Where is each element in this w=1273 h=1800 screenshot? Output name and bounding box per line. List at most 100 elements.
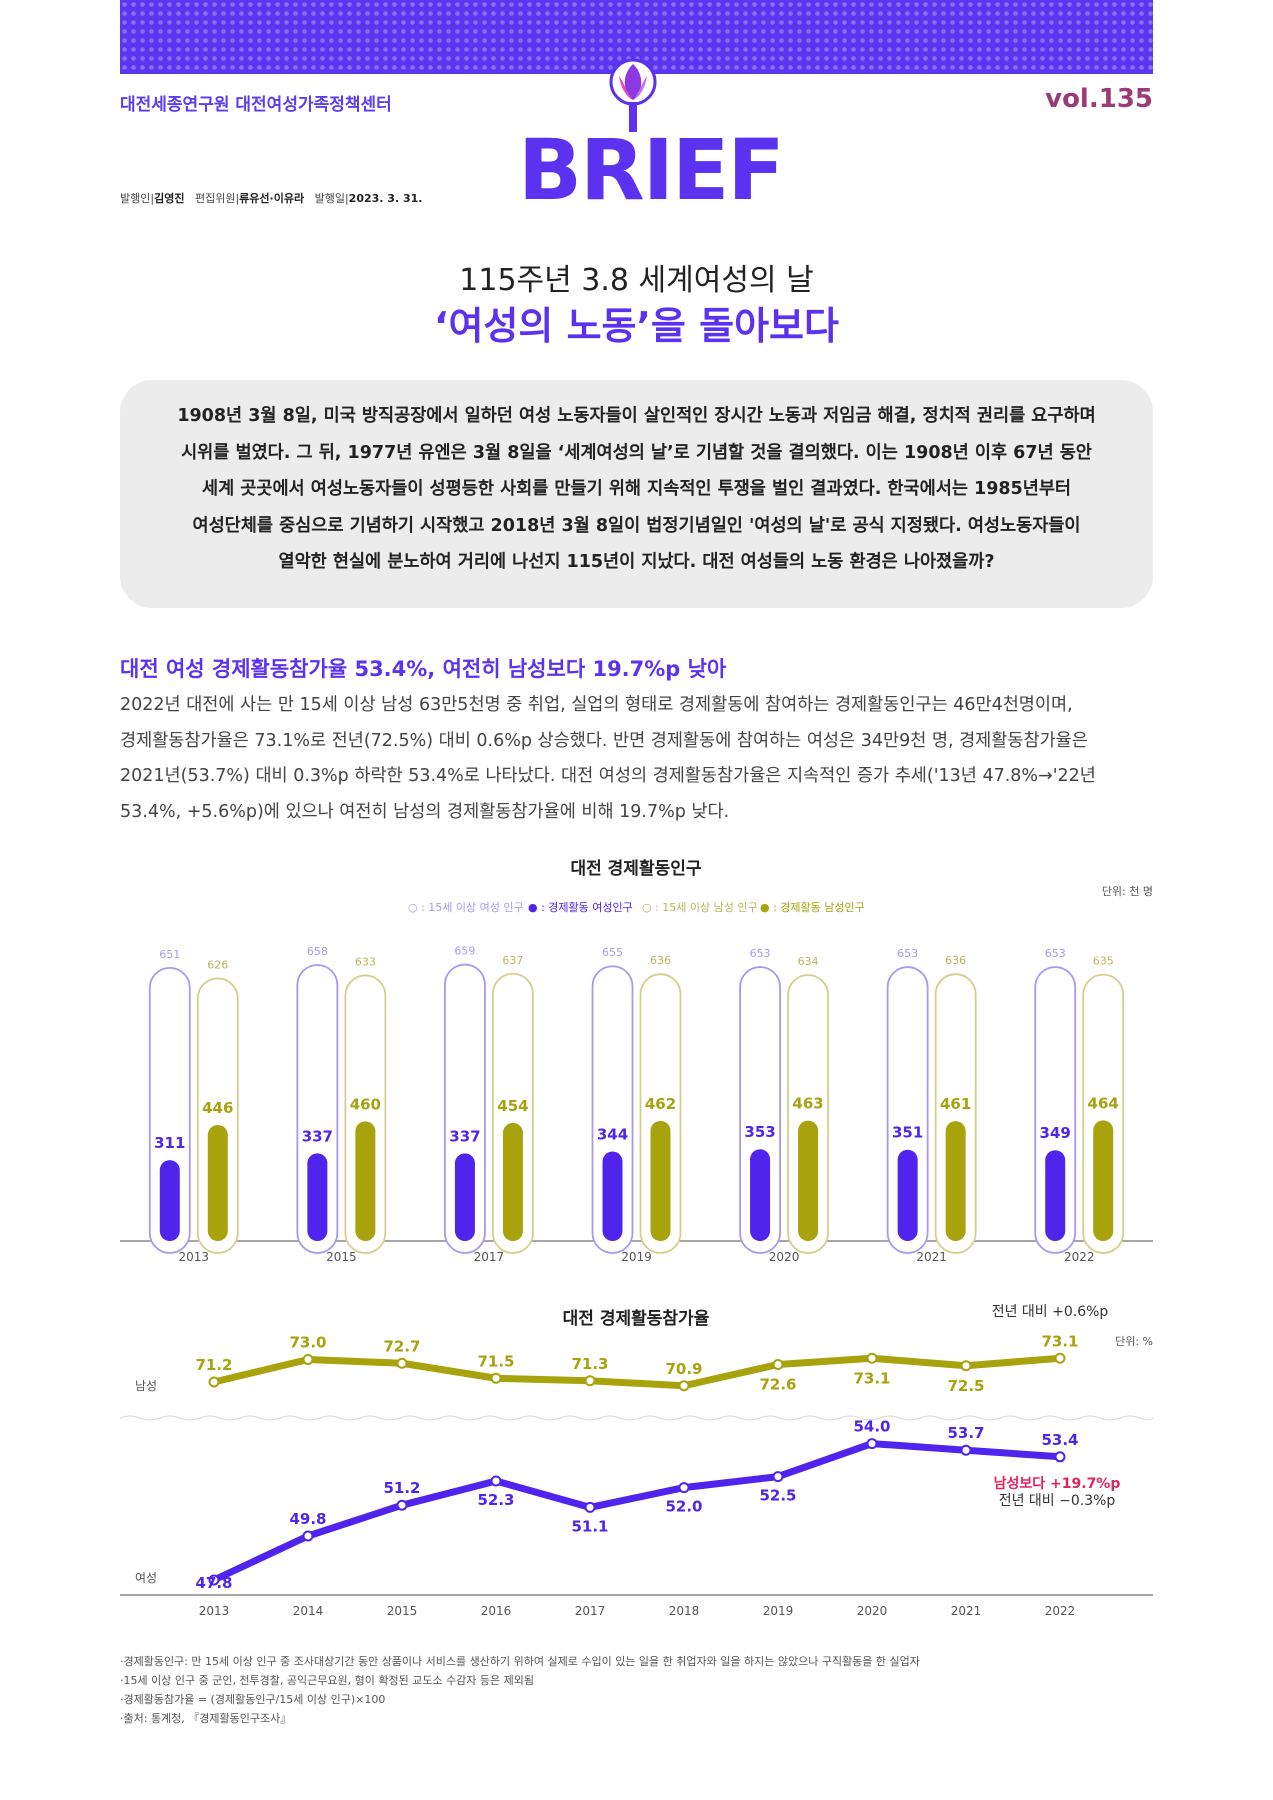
female-population-label: 653 — [750, 947, 771, 960]
female-change-annotation: 전년 대비 −0.3%p — [999, 1493, 1116, 1509]
female-active-label: 353 — [744, 1123, 775, 1141]
female-value-label: 51.2 — [383, 1479, 420, 1497]
female-point — [584, 1501, 596, 1513]
male-population-label: 637 — [502, 954, 523, 967]
male-population-label: 633 — [355, 955, 376, 968]
intro-line: 열악한 현실에 분노하여 거리에 나선지 115년이 지났다. 대전 여성들의 … — [278, 552, 995, 572]
male-active-label: 446 — [202, 1099, 233, 1117]
female-series-label: 여성 — [135, 1571, 157, 1585]
male-point — [678, 1380, 690, 1392]
male-active-bar — [798, 1120, 819, 1241]
female-active-bar — [159, 1160, 180, 1241]
female-active-bar — [602, 1151, 623, 1241]
male-value-label: 73.1 — [1041, 1332, 1078, 1350]
intro-line: 시위를 벌였다. 그 뒤, 1977년 유엔은 3월 8일을 ‘세계여성의 날’… — [181, 442, 1092, 463]
intro-line: 여성단체를 중심으로 기념하기 시작했고 2018년 3월 8일이 법정기념일인… — [192, 515, 1081, 536]
organization-name: 대전세종연구원 대전여성가족정책센터 — [120, 95, 392, 115]
male-point — [1054, 1352, 1066, 1364]
male-active-label: 454 — [497, 1097, 528, 1115]
line-marks-group: 71.2 73.0 72.7 71.5 71.3 70.9 72.6 73.1 72.5 73.1… — [195, 1332, 1078, 1618]
legend-item: ● : 경제활동 여성인구 — [528, 900, 633, 914]
title-line-1: 115주년 3.8 세계여성의 날 — [459, 263, 814, 298]
legend-item: ○ : 15세 이상 남성 인구 — [642, 901, 758, 914]
bar-x-tick-label: 2020 — [769, 1250, 800, 1264]
publication-meta: 발행인|김영진 편집위원|류유선·이유라 발행일|2023. 3. 31. — [120, 192, 423, 205]
bar-chart-unit: 단위: 천 명 — [1102, 884, 1153, 898]
line-chart-unit: 단위: % — [1115, 1335, 1153, 1348]
female-population-label: 659 — [454, 945, 475, 958]
line-x-tick-label: 2014 — [293, 1604, 324, 1618]
legend-item: ● : 경제활동 남성인구 — [760, 900, 865, 914]
female-point — [866, 1438, 878, 1450]
section-body: 2022년 대전에 사는 만 15세 이상 남성 63만5천명 중 취업, 실업… — [120, 688, 1160, 830]
male-value-label: 70.9 — [665, 1360, 702, 1378]
male-active-bar — [355, 1121, 376, 1241]
bar-chart-legend: ○ : 15세 이상 여성 인구 ● : 경제활동 여성인구 ○ : 15세 이… — [408, 900, 865, 914]
line-x-tick-label: 2013 — [199, 1604, 230, 1618]
male-point — [772, 1359, 784, 1370]
bar-x-tick-label: 2017 — [474, 1250, 505, 1264]
male-point — [302, 1354, 314, 1365]
female-active-label: 344 — [597, 1126, 628, 1144]
bar-x-tick-label: 2013 — [179, 1250, 210, 1264]
female-value-label: 52.0 — [665, 1498, 702, 1516]
female-value-label: 49.8 — [289, 1510, 326, 1528]
female-population-label: 658 — [307, 945, 328, 958]
male-active-label: 462 — [645, 1095, 676, 1113]
line-x-tick-label: 2021 — [951, 1604, 982, 1618]
title-line-2: ‘여성의 노동’을 돌아보다 — [434, 304, 839, 348]
male-point — [584, 1375, 596, 1387]
body-line: 2022년 대전에 사는 만 15세 이상 남성 63만5천명 중 취업, 실업… — [120, 695, 1073, 715]
male-population-label: 635 — [1093, 955, 1114, 968]
bar-chart-title: 대전 경제활동인구 — [570, 858, 701, 879]
female-point — [1054, 1451, 1066, 1463]
male-population-label: 636 — [945, 954, 966, 967]
male-value-label: 72.6 — [759, 1376, 796, 1394]
female-active-bar — [454, 1153, 475, 1241]
male-active-bar — [1093, 1120, 1114, 1241]
line-x-tick-label: 2022 — [1045, 1604, 1076, 1618]
female-active-bar — [1045, 1150, 1066, 1241]
bar-x-tick-label: 2019 — [621, 1250, 652, 1264]
male-point — [208, 1376, 220, 1388]
volume-number: vol.135 — [1045, 84, 1153, 114]
male-active-bar — [945, 1121, 966, 1241]
female-value-label: 52.5 — [759, 1487, 796, 1505]
brief-logo: BRIEF — [518, 40, 785, 212]
female-active-label: 351 — [892, 1124, 923, 1142]
female-population-label: 653 — [897, 947, 918, 960]
line-x-tick-label: 2017 — [575, 1604, 606, 1618]
male-active-bar — [502, 1122, 523, 1241]
male-value-label: 73.0 — [289, 1334, 326, 1352]
male-active-label: 464 — [1088, 1094, 1119, 1112]
female-value-label: 53.4 — [1041, 1431, 1078, 1449]
male-point — [490, 1372, 502, 1384]
female-population-label: 655 — [602, 946, 623, 959]
line-x-tick-label: 2018 — [669, 1604, 700, 1618]
publisher-name: 김영진 — [154, 192, 185, 205]
body-line: 경제활동참가율은 73.1%로 전년(72.5%) 대비 0.6%p 상승했다.… — [120, 730, 1088, 751]
legend-item: ○ : 15세 이상 여성 인구 — [408, 901, 524, 914]
male-active-label: 463 — [792, 1095, 823, 1113]
male-active-bar — [650, 1120, 671, 1241]
female-value-label: 54.0 — [853, 1418, 890, 1436]
bar-x-tick-label: 2021 — [916, 1250, 947, 1264]
male-active-label: 460 — [350, 1095, 381, 1113]
bar-x-tick-label: 2022 — [1064, 1250, 1095, 1264]
female-active-label: 337 — [302, 1127, 333, 1145]
flower-icon — [609, 58, 657, 132]
line-chart-title: 대전 경제활동참가율 — [563, 1308, 710, 1329]
intro-line: 세계 곳곳에서 여성노동자들이 성평등한 사회를 만들기 위해 지속적인 투쟁을… — [201, 479, 1072, 499]
male-population-label: 626 — [207, 958, 228, 971]
female-point — [396, 1499, 408, 1511]
section-heading: 대전 여성 경제활동참가율 53.4%, 여전히 남성보다 19.7%p 낮아 — [120, 657, 727, 681]
line-x-tick-label: 2019 — [763, 1604, 794, 1618]
female-gap-annotation: 남성보다 +19.7%p — [994, 1475, 1121, 1492]
male-point — [960, 1360, 972, 1372]
axis-break-wave — [119, 1415, 1154, 1421]
male-active-bar — [207, 1124, 228, 1241]
line-x-tick-label: 2015 — [387, 1604, 418, 1618]
male-active-label: 461 — [940, 1095, 971, 1113]
footnotes: ·경제활동인구: 만 15세 이상 인구 중 조사대상기간 동안 상품이나 서비… — [120, 1652, 920, 1728]
female-series-line — [210, 1440, 1064, 1584]
